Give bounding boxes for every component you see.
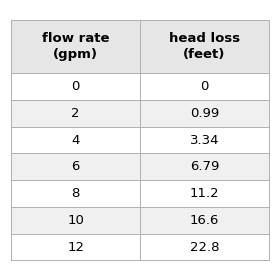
- Text: 2: 2: [71, 107, 80, 120]
- Bar: [11, 100, 140, 127]
- Text: 0: 0: [71, 80, 80, 93]
- Text: 6.79: 6.79: [190, 160, 219, 173]
- Bar: [11, 153, 140, 180]
- Bar: [140, 207, 269, 234]
- Text: 0.99: 0.99: [190, 107, 219, 120]
- Bar: [140, 73, 269, 100]
- Text: 11.2: 11.2: [190, 187, 219, 200]
- Bar: [11, 127, 140, 153]
- Bar: [140, 153, 269, 180]
- Bar: [11, 73, 140, 100]
- Bar: [140, 180, 269, 207]
- Bar: [140, 100, 269, 127]
- Text: head loss
(feet): head loss (feet): [169, 32, 240, 61]
- Text: 6: 6: [71, 160, 80, 173]
- Bar: [11, 20, 140, 73]
- Text: 4: 4: [71, 134, 80, 146]
- Bar: [140, 127, 269, 153]
- Text: 12: 12: [67, 241, 84, 253]
- Bar: [140, 234, 269, 260]
- Text: flow rate
(gpm): flow rate (gpm): [42, 32, 109, 61]
- Text: 22.8: 22.8: [190, 241, 219, 253]
- Bar: [140, 20, 269, 73]
- Bar: [11, 234, 140, 260]
- Bar: [11, 180, 140, 207]
- Text: 0: 0: [200, 80, 209, 93]
- Text: 10: 10: [67, 214, 84, 227]
- Bar: [11, 207, 140, 234]
- Text: 8: 8: [71, 187, 80, 200]
- Text: 16.6: 16.6: [190, 214, 219, 227]
- Text: 3.34: 3.34: [190, 134, 219, 146]
